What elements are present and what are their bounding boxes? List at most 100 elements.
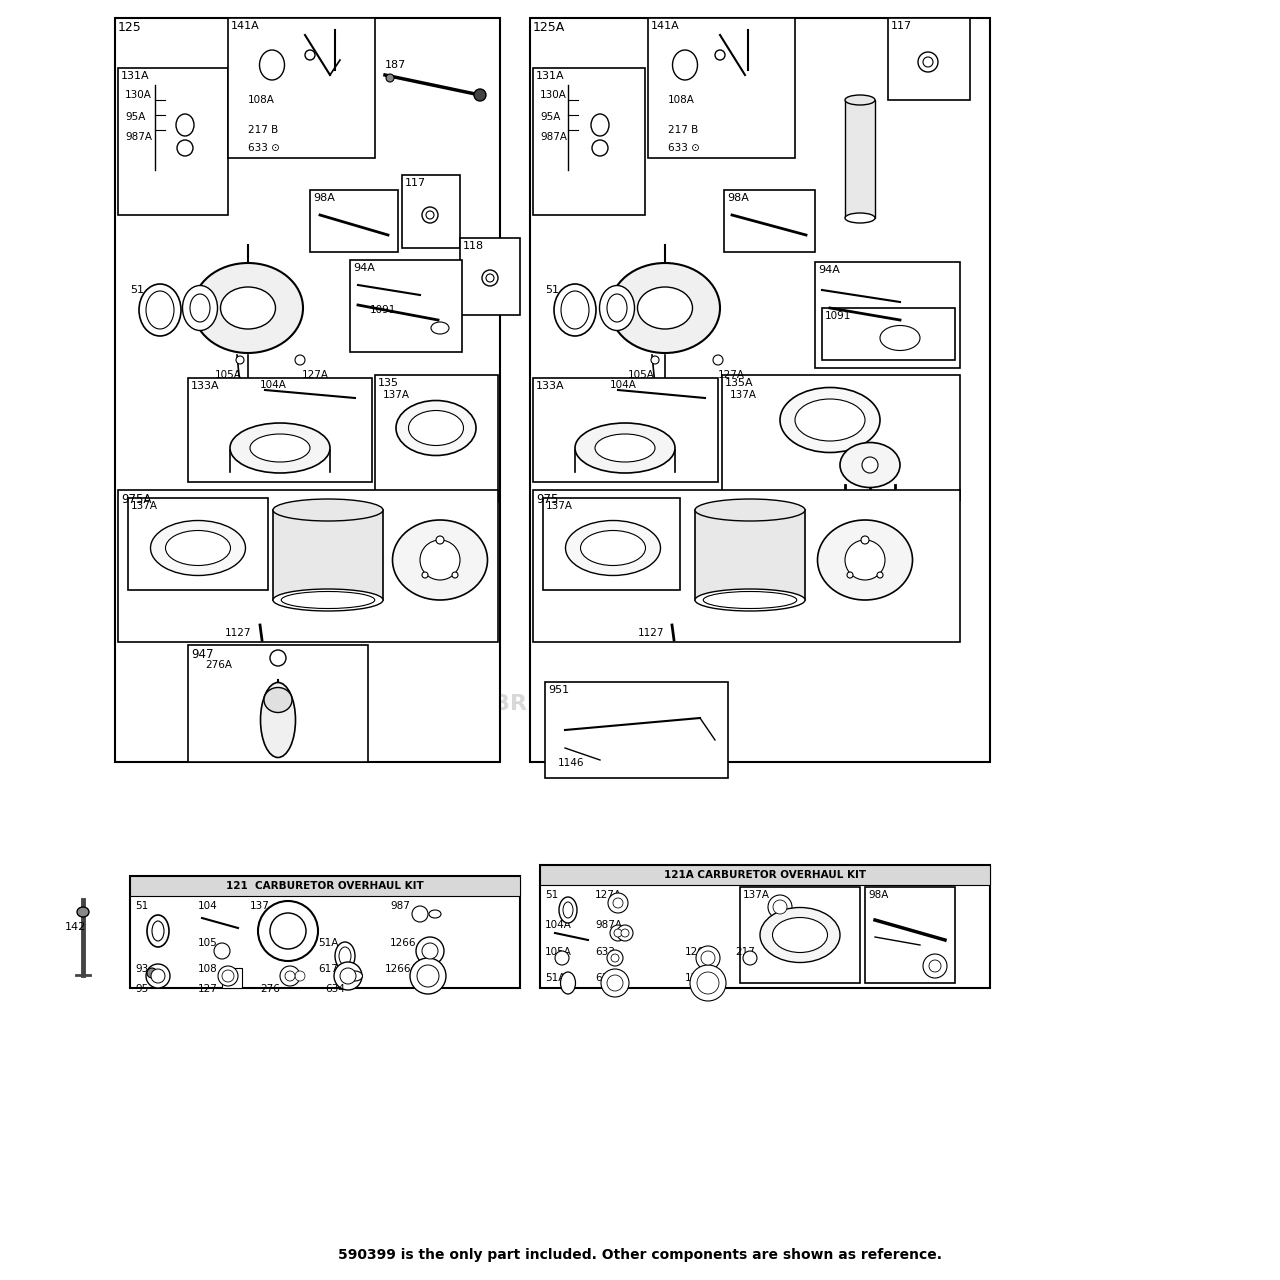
Text: 276A: 276A [205, 660, 232, 669]
Circle shape [845, 540, 884, 580]
Circle shape [270, 650, 285, 666]
Bar [815, 262, 960, 369]
Text: 130A: 130A [540, 90, 567, 100]
Bar [228, 18, 375, 157]
Circle shape [701, 951, 716, 965]
Ellipse shape [273, 499, 383, 521]
Ellipse shape [193, 262, 303, 353]
Ellipse shape [146, 291, 174, 329]
Text: 133A: 133A [191, 381, 220, 390]
Text: 125: 125 [118, 20, 142, 35]
Ellipse shape [780, 388, 881, 453]
Text: 1266: 1266 [685, 947, 712, 957]
Text: 135A: 135A [724, 378, 754, 388]
Circle shape [151, 969, 165, 983]
Text: 121A CARBURETOR OVERHAUL KIT: 121A CARBURETOR OVERHAUL KIT [664, 870, 867, 881]
Ellipse shape [559, 897, 577, 923]
Circle shape [768, 895, 792, 919]
Text: 137A: 137A [730, 390, 756, 399]
Circle shape [416, 937, 444, 965]
Circle shape [929, 960, 941, 972]
Bar [273, 509, 383, 600]
Circle shape [420, 540, 460, 580]
Bar [118, 490, 498, 643]
Text: 137A: 137A [131, 500, 157, 511]
Bar [402, 175, 460, 248]
Ellipse shape [561, 291, 589, 329]
Text: 98A: 98A [314, 193, 335, 204]
Text: 131A: 131A [122, 70, 150, 81]
Text: 187: 187 [385, 60, 406, 70]
Ellipse shape [282, 591, 375, 608]
Ellipse shape [152, 922, 164, 941]
Ellipse shape [220, 287, 275, 329]
Text: 947: 947 [191, 648, 214, 660]
Ellipse shape [695, 589, 805, 611]
Circle shape [280, 966, 300, 986]
Circle shape [652, 356, 659, 364]
Ellipse shape [611, 262, 719, 353]
Text: 217 B: 217 B [248, 125, 278, 134]
Text: 127: 127 [198, 984, 218, 995]
Text: 1266A: 1266A [685, 973, 718, 983]
Text: 617: 617 [595, 973, 614, 983]
Text: 117: 117 [891, 20, 913, 31]
Text: 51: 51 [545, 890, 558, 900]
Text: 133A: 133A [536, 381, 564, 390]
Text: 276: 276 [260, 984, 280, 995]
Ellipse shape [177, 114, 195, 136]
Text: 127A: 127A [302, 370, 329, 380]
Ellipse shape [840, 443, 900, 488]
Text: 987A: 987A [540, 132, 567, 142]
Text: 1127: 1127 [225, 628, 251, 637]
Ellipse shape [795, 399, 865, 442]
Bar [545, 682, 728, 778]
Text: 987: 987 [390, 901, 410, 911]
Text: 118: 118 [463, 241, 484, 251]
Circle shape [923, 58, 933, 67]
Bar [722, 375, 960, 500]
Text: 105: 105 [198, 938, 218, 948]
Bar [349, 260, 462, 352]
Text: 987A: 987A [595, 920, 622, 931]
Text: WWW.BRIGGSSTRATTONSTORE.COM: WWW.BRIGGSSTRATTONSTORE.COM [413, 694, 867, 714]
Text: 121  CARBURETOR OVERHAUL KIT: 121 CARBURETOR OVERHAUL KIT [227, 881, 424, 891]
Bar [188, 645, 369, 762]
Text: 108A: 108A [668, 95, 695, 105]
Text: 105A: 105A [215, 370, 242, 380]
Ellipse shape [607, 294, 627, 323]
Text: 142: 142 [65, 922, 86, 932]
Circle shape [270, 913, 306, 948]
Ellipse shape [183, 285, 218, 330]
Circle shape [716, 50, 724, 60]
Bar [695, 509, 805, 600]
Circle shape [773, 900, 787, 914]
Text: 137: 137 [250, 901, 270, 911]
Circle shape [426, 211, 434, 219]
Ellipse shape [703, 591, 796, 608]
Bar [724, 189, 815, 252]
Circle shape [621, 929, 628, 937]
Circle shape [556, 951, 570, 965]
Ellipse shape [845, 95, 876, 105]
Text: 141A: 141A [652, 20, 680, 31]
Circle shape [218, 966, 238, 986]
Bar [188, 378, 372, 483]
Text: 1091: 1091 [826, 311, 851, 321]
Circle shape [611, 925, 626, 941]
Circle shape [614, 929, 622, 937]
Circle shape [214, 943, 230, 959]
Text: 217: 217 [735, 947, 755, 957]
Text: 104: 104 [198, 901, 218, 911]
Ellipse shape [147, 915, 169, 947]
Text: 1127: 1127 [637, 628, 664, 637]
Circle shape [861, 457, 878, 474]
Text: 95A: 95A [125, 111, 146, 122]
Text: 131A: 131A [536, 70, 564, 81]
Bar [128, 498, 268, 590]
Circle shape [340, 968, 356, 984]
Ellipse shape [347, 972, 362, 980]
Text: 590399 is the only part included. Other components are shown as reference.: 590399 is the only part included. Other … [338, 1248, 942, 1262]
Ellipse shape [151, 521, 246, 576]
Text: 217 B: 217 B [668, 125, 699, 134]
